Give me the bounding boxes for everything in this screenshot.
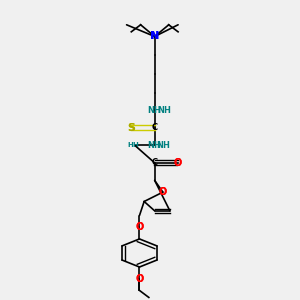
Text: O: O (174, 158, 182, 168)
Text: O: O (135, 274, 144, 284)
Text: NH: NH (148, 106, 162, 115)
Text: H: H (132, 142, 138, 148)
Text: O: O (135, 222, 144, 232)
Text: NH: NH (157, 106, 171, 115)
Text: H: H (128, 142, 134, 148)
Text: NH: NH (148, 141, 162, 150)
Text: O: O (159, 187, 167, 197)
Text: C: C (152, 158, 158, 167)
Text: S: S (127, 123, 135, 133)
Text: O: O (135, 274, 144, 284)
Text: O: O (174, 158, 182, 168)
Text: N: N (151, 32, 159, 41)
Text: O: O (135, 222, 144, 232)
Text: C: C (152, 123, 158, 132)
Text: NH: NH (156, 141, 170, 150)
Text: O: O (159, 187, 167, 197)
Text: S: S (128, 123, 135, 133)
Text: N: N (150, 32, 159, 41)
